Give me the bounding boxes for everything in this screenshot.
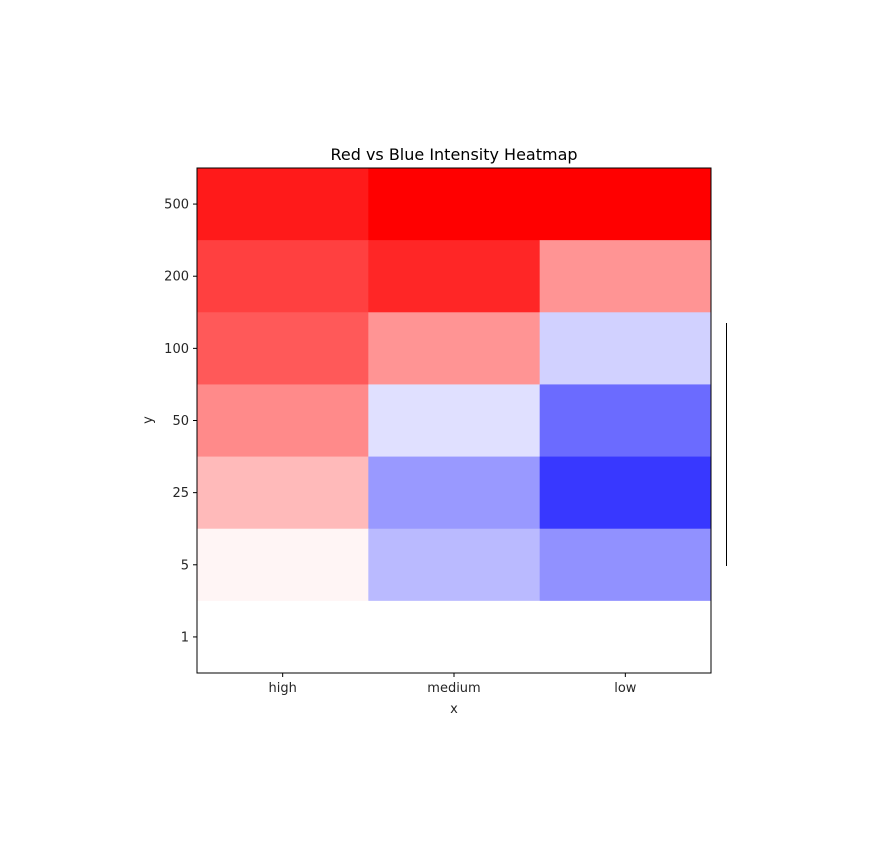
y-tick-label: 50 <box>172 414 189 429</box>
y-tick-label: 100 <box>164 342 189 357</box>
heatmap-cell-200-low <box>539 240 712 313</box>
x-tick-label: high <box>268 681 296 696</box>
heatmap-cells <box>197 168 712 674</box>
heatmap-cell-25-medium <box>368 456 541 530</box>
y-tick-label: 5 <box>181 558 189 573</box>
heatmap-cell-100-high <box>197 312 369 385</box>
heatmap-cell-1-low <box>539 600 712 674</box>
heatmap-cell-50-low <box>539 384 712 458</box>
x-tick-label: low <box>614 681 637 696</box>
heatmap-cell-500-low <box>539 168 712 241</box>
heatmap-cell-100-medium <box>368 312 541 385</box>
y-tick-label: 1 <box>181 630 189 645</box>
heatmap-cell-50-high <box>197 384 369 458</box>
y-tick-label: 200 <box>164 270 189 285</box>
heatmap-cell-50-medium <box>368 384 541 458</box>
heatmap-cell-25-high <box>197 456 369 530</box>
heatmap-cell-1-high <box>197 600 369 674</box>
y-axis-ticks: 500 200 100 50 25 5 1 <box>164 198 197 645</box>
heatmap-cell-5-low <box>539 528 712 602</box>
heatmap-cell-200-high <box>197 240 369 313</box>
y-tick-label: 25 <box>172 486 189 501</box>
chart-title: Red vs Blue Intensity Heatmap <box>330 145 577 164</box>
y-axis-label: y <box>141 416 156 424</box>
heatmap-cell-5-high <box>197 528 369 602</box>
heatmap-cell-100-low <box>539 312 712 385</box>
x-tick-label: medium <box>427 681 480 696</box>
x-axis-ticks: high medium low <box>268 673 637 696</box>
heatmap-cell-500-high <box>197 168 369 241</box>
heatmap-cell-25-low <box>539 456 712 530</box>
heatmap-cell-5-medium <box>368 528 541 602</box>
heatmap-cell-1-medium <box>368 600 541 674</box>
y-tick-label: 500 <box>164 198 189 213</box>
heatmap-cell-200-medium <box>368 240 541 313</box>
x-axis-label: x <box>450 702 458 717</box>
heatmap-cell-500-medium <box>368 168 541 241</box>
